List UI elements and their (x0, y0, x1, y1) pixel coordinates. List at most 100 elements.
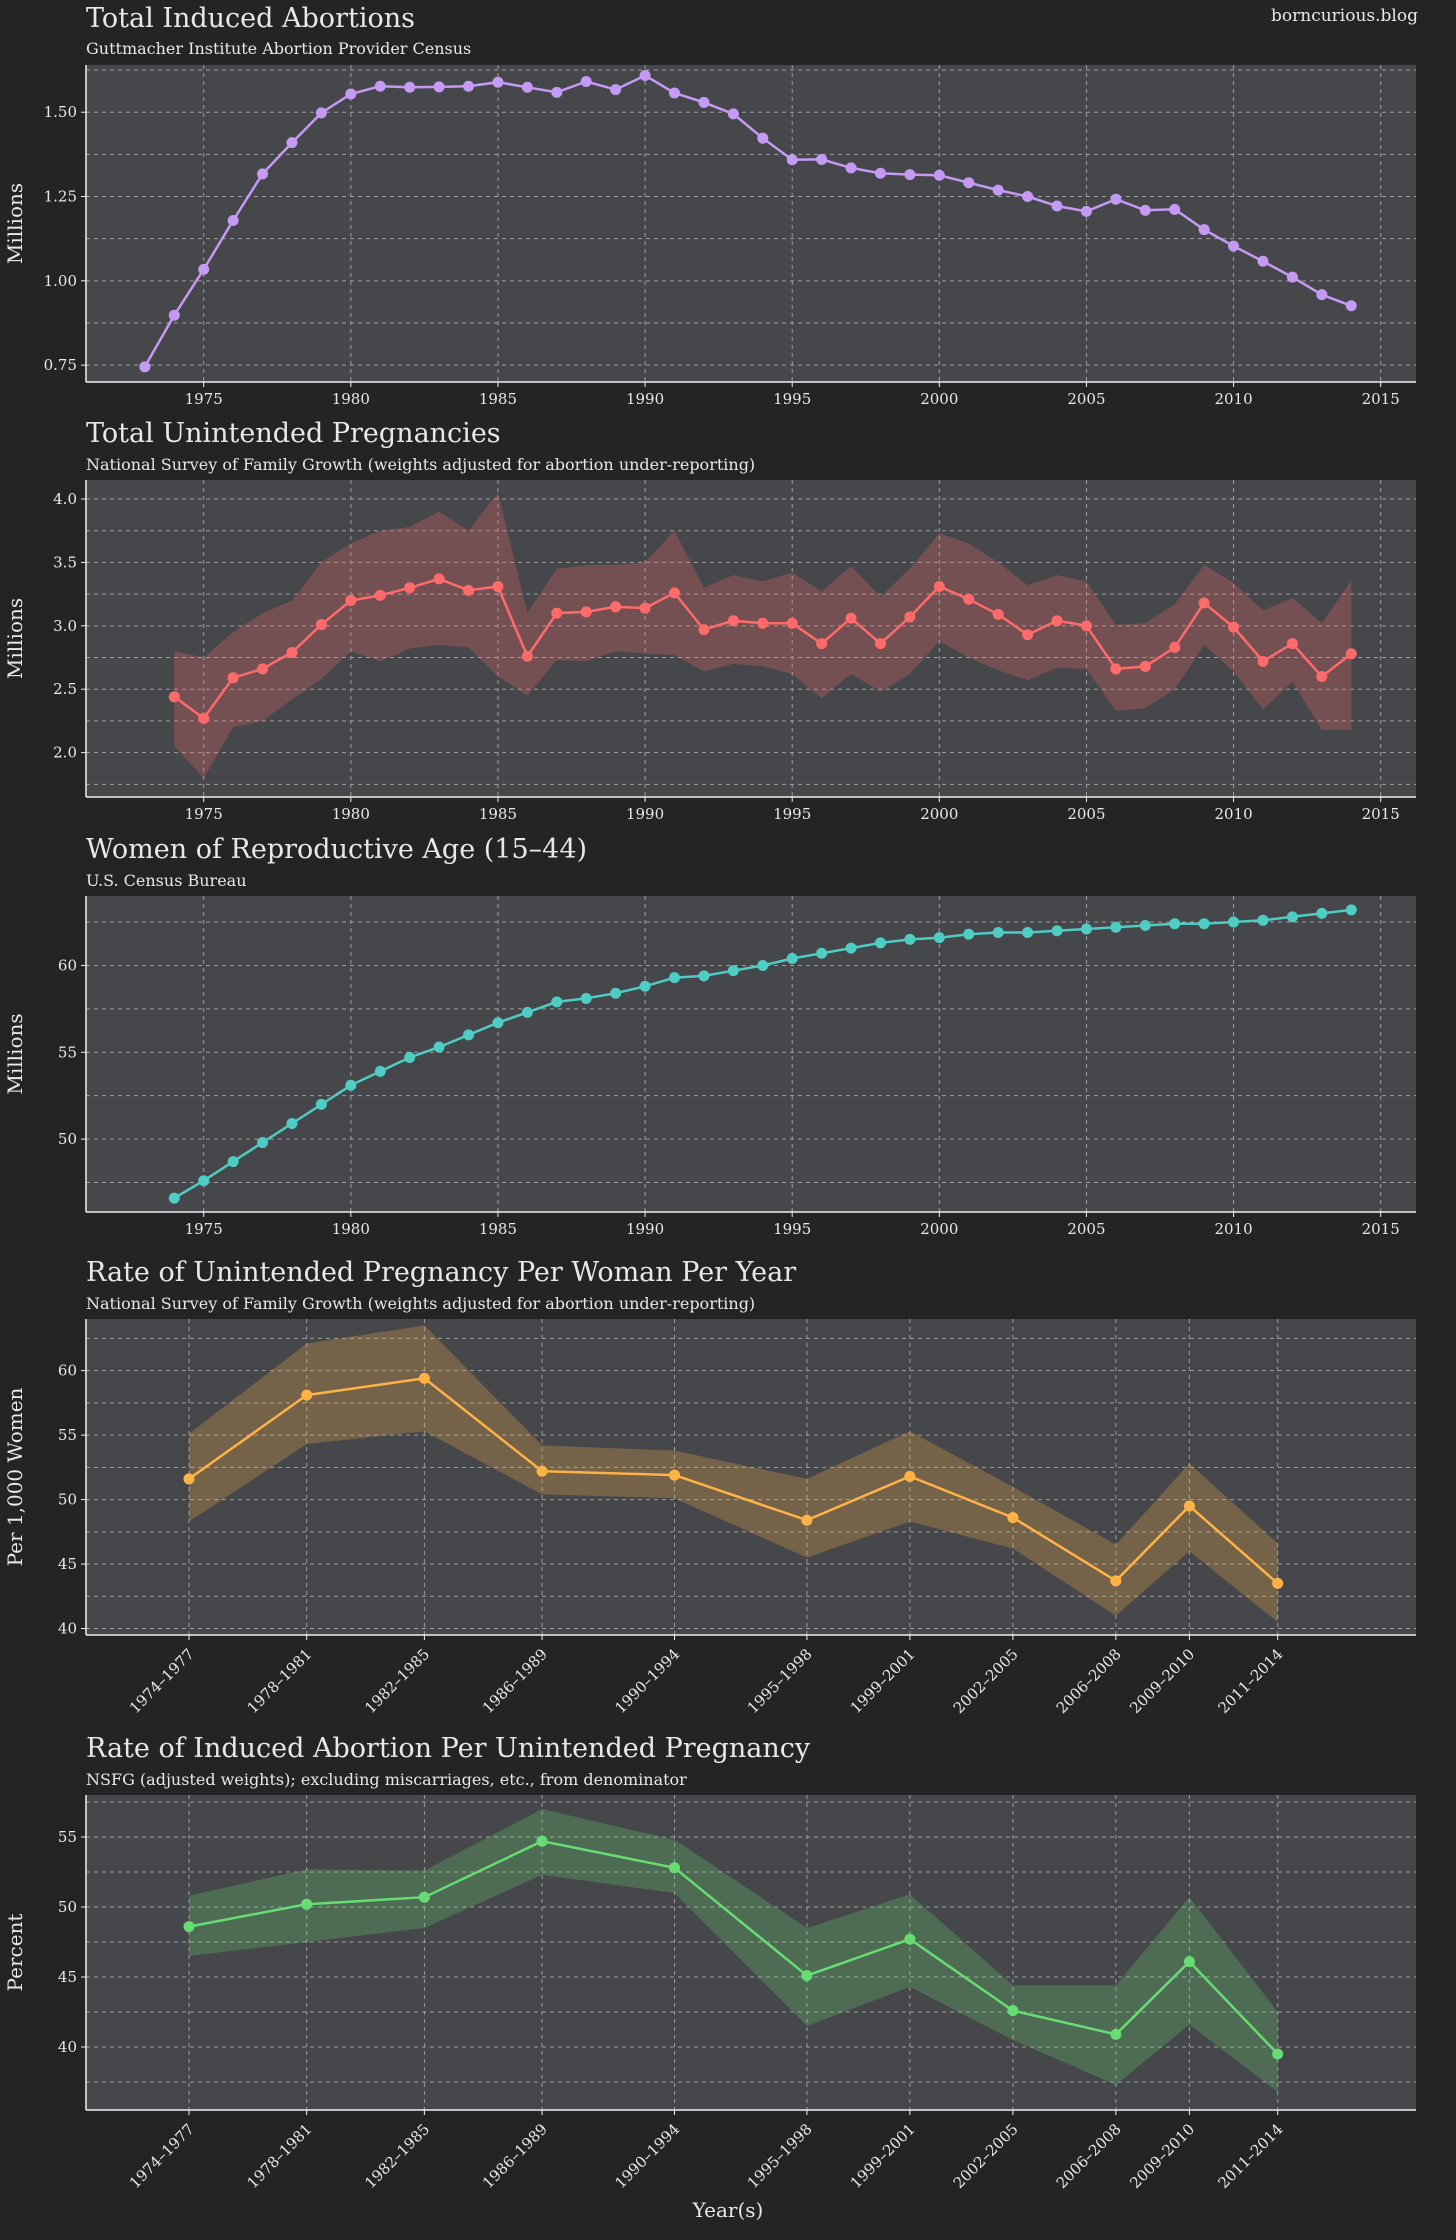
data-point[interactable] (345, 88, 357, 100)
data-point[interactable] (551, 86, 563, 98)
data-point[interactable] (463, 1029, 475, 1041)
data-point[interactable] (1228, 240, 1240, 252)
data-point[interactable] (698, 624, 710, 636)
data-point[interactable] (1051, 200, 1063, 212)
data-point[interactable] (1007, 2005, 1019, 2017)
data-point[interactable] (1022, 191, 1034, 203)
data-point[interactable] (933, 169, 945, 181)
data-point[interactable] (816, 638, 828, 650)
data-point[interactable] (168, 309, 180, 321)
data-point[interactable] (168, 691, 180, 703)
data-point[interactable] (418, 1372, 430, 1384)
data-point[interactable] (374, 589, 386, 601)
data-point[interactable] (1257, 655, 1269, 667)
data-point[interactable] (1080, 620, 1092, 632)
data-point[interactable] (668, 1862, 680, 1874)
data-point[interactable] (345, 1079, 357, 1091)
data-point[interactable] (286, 1117, 298, 1129)
data-point[interactable] (404, 81, 416, 93)
data-point[interactable] (874, 638, 886, 650)
data-point[interactable] (1110, 2028, 1122, 2040)
data-point[interactable] (1110, 921, 1122, 933)
data-point[interactable] (816, 153, 828, 165)
data-point[interactable] (301, 1389, 313, 1401)
data-point[interactable] (668, 972, 680, 984)
data-point[interactable] (1228, 916, 1240, 928)
data-point[interactable] (698, 96, 710, 108)
data-point[interactable] (1316, 907, 1328, 919)
data-point[interactable] (727, 615, 739, 627)
data-point[interactable] (257, 168, 269, 180)
data-point[interactable] (580, 76, 592, 88)
data-point[interactable] (1051, 925, 1063, 937)
data-point[interactable] (198, 712, 210, 724)
data-point[interactable] (698, 970, 710, 982)
data-point[interactable] (757, 959, 769, 971)
data-point[interactable] (315, 107, 327, 119)
data-point[interactable] (1183, 1500, 1195, 1512)
data-point[interactable] (1022, 629, 1034, 641)
data-point[interactable] (1051, 615, 1063, 627)
data-point[interactable] (1110, 663, 1122, 675)
site-credit[interactable]: borncurious.blog (1271, 6, 1418, 26)
data-point[interactable] (1183, 1956, 1195, 1968)
data-point[interactable] (463, 584, 475, 596)
data-point[interactable] (227, 1156, 239, 1168)
data-point[interactable] (904, 1933, 916, 1945)
data-point[interactable] (1272, 2048, 1284, 2060)
data-point[interactable] (1007, 1512, 1019, 1524)
data-point[interactable] (521, 1006, 533, 1018)
data-point[interactable] (257, 663, 269, 675)
data-point[interactable] (1110, 193, 1122, 205)
data-point[interactable] (801, 1514, 813, 1526)
data-point[interactable] (1257, 255, 1269, 267)
data-point[interactable] (904, 1470, 916, 1482)
data-point[interactable] (227, 214, 239, 226)
data-point[interactable] (286, 646, 298, 658)
data-point[interactable] (610, 987, 622, 999)
data-point[interactable] (404, 582, 416, 594)
data-point[interactable] (668, 87, 680, 99)
data-point[interactable] (1080, 923, 1092, 935)
data-point[interactable] (1022, 926, 1034, 938)
data-point[interactable] (521, 650, 533, 662)
data-point[interactable] (874, 167, 886, 179)
data-point[interactable] (904, 611, 916, 623)
data-point[interactable] (933, 932, 945, 944)
data-point[interactable] (301, 1898, 313, 1910)
data-point[interactable] (580, 992, 592, 1004)
data-point[interactable] (536, 1835, 548, 1847)
data-point[interactable] (198, 263, 210, 275)
data-point[interactable] (668, 587, 680, 599)
data-point[interactable] (227, 672, 239, 684)
data-point[interactable] (1139, 204, 1151, 216)
data-point[interactable] (668, 1469, 680, 1481)
data-point[interactable] (580, 606, 592, 618)
data-point[interactable] (801, 1970, 813, 1982)
data-point[interactable] (1198, 224, 1210, 236)
data-point[interactable] (1257, 914, 1269, 926)
data-point[interactable] (845, 612, 857, 624)
data-point[interactable] (1272, 1577, 1284, 1589)
data-point[interactable] (404, 1051, 416, 1063)
data-point[interactable] (198, 1175, 210, 1187)
data-point[interactable] (1286, 638, 1298, 650)
data-point[interactable] (992, 926, 1004, 938)
data-point[interactable] (315, 1098, 327, 1110)
data-point[interactable] (1198, 918, 1210, 930)
data-point[interactable] (874, 937, 886, 949)
data-point[interactable] (315, 619, 327, 631)
data-point[interactable] (286, 137, 298, 149)
data-point[interactable] (963, 177, 975, 189)
data-point[interactable] (727, 965, 739, 977)
data-point[interactable] (963, 928, 975, 940)
data-point[interactable] (551, 607, 563, 619)
data-point[interactable] (418, 1891, 430, 1903)
data-point[interactable] (1198, 597, 1210, 609)
data-point[interactable] (433, 573, 445, 585)
data-point[interactable] (257, 1137, 269, 1149)
data-point[interactable] (786, 154, 798, 166)
data-point[interactable] (183, 1473, 195, 1485)
data-point[interactable] (1286, 911, 1298, 923)
data-point[interactable] (374, 80, 386, 92)
